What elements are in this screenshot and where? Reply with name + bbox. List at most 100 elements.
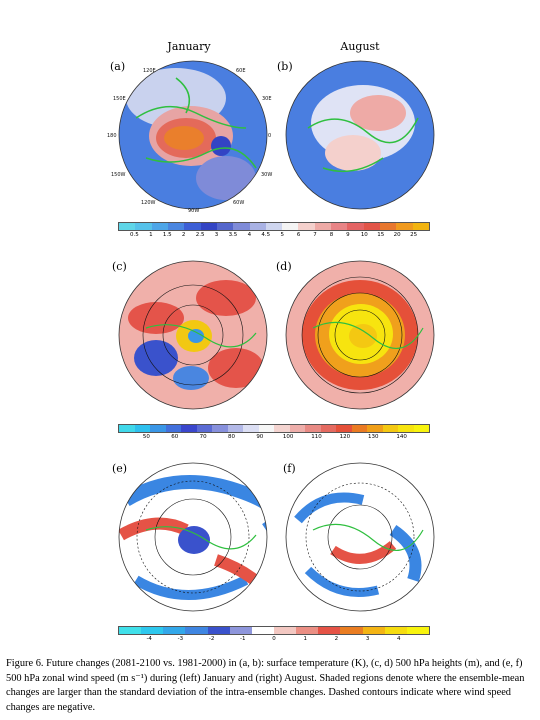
colorbar-swatch [119, 223, 136, 230]
colorbar-swatch [362, 627, 385, 634]
colorbar-swatch [282, 223, 299, 230]
colorbar-swatch [150, 425, 166, 432]
colorbar-swatch [165, 425, 181, 432]
colorbar-swatch [351, 425, 367, 432]
colorbar-tick-label: 3.5 [228, 232, 238, 238]
colorbar-swatch [233, 223, 250, 230]
lon-label-90w: 90W [188, 208, 200, 214]
colorbar-tick-label: 6 [296, 232, 301, 238]
colorbar-swatch [336, 425, 352, 432]
colorbar-tick-label: 3 [365, 636, 370, 642]
colorbar-swatch [305, 425, 321, 432]
colorbar-swatch [184, 223, 201, 230]
colorbar-tick-label: 90 [256, 434, 264, 440]
colorbar-tick-label: 4 [397, 636, 401, 642]
colorbar-swatch [396, 223, 413, 230]
colorbar-tick-label: 5 [280, 232, 284, 238]
colorbar-tick-label: 110 [311, 434, 322, 440]
lon-label-150w: 150W [111, 172, 126, 178]
colorbar-swatch [196, 425, 212, 432]
figure-caption: Figure 6. Future changes (2081-2100 vs. … [6, 658, 525, 713]
colorbar-swatch [412, 223, 429, 230]
colorbar-swatch [289, 425, 305, 432]
lon-label-60e: 60E [236, 68, 246, 74]
colorbar-tick-label: 2 [181, 232, 186, 238]
colorbar-tick-label: 4 [247, 232, 252, 238]
colorbar-tick-label: 60 [171, 434, 179, 440]
colorbar-temperature [118, 222, 430, 231]
lon-label-180: 180 [107, 133, 117, 139]
lon-label-0: 0 [268, 133, 272, 139]
colorbar-swatch [119, 425, 135, 432]
panel-label-b: (b) [277, 60, 293, 73]
colorbar-swatch [413, 425, 429, 432]
colorbar-tick-label: 120 [339, 434, 351, 440]
colorbar-swatch [347, 223, 364, 230]
colorbar-tick-label: 1 [303, 636, 307, 642]
colorbar-swatch [274, 425, 290, 432]
colorbar-swatch [382, 425, 398, 432]
panel-label-c: (c) [112, 260, 127, 273]
colorbar-tick-label: 1 [149, 232, 153, 238]
colorbar-wind-ticks: -4 -3 -2 -1 0 1 2 3 4 [118, 636, 430, 646]
colorbar-swatch [384, 627, 407, 634]
colorbar-swatch [406, 627, 429, 634]
colorbar-tick-label: 20 [393, 232, 401, 238]
colorbar-tick-label: -3 [177, 636, 184, 642]
colorbar-tick-label: 100 [282, 434, 294, 440]
january-title: January [167, 40, 211, 53]
colorbar-swatch [200, 223, 217, 230]
colorbar-tick-label: 0.5 [130, 232, 139, 238]
colorbar-temperature-ticks: 0.5 1 1.5 2 2.5 3 3.5 4 4.5 5 6 7 8 9 10 15 20 25 [118, 232, 430, 242]
colorbar-tick-label: 130 [368, 434, 379, 440]
colorbar-swatch [367, 425, 383, 432]
colorbar-swatch [227, 425, 243, 432]
colorbar-height [118, 424, 430, 433]
map-august-500hpa-zonal-wind [283, 460, 437, 614]
colorbar-tick-label: 80 [227, 434, 235, 440]
colorbar-swatch [119, 627, 142, 634]
colorbar-tick-label: 4.5 [261, 232, 271, 238]
colorbar-swatch [249, 223, 266, 230]
colorbar-tick-label: 140 [396, 434, 407, 440]
lon-label-30e: 30E [262, 96, 272, 102]
colorbar-swatch [251, 627, 274, 634]
colorbar-tick-label: -2 [208, 636, 215, 642]
colorbar-tick-label: 1.5 [162, 232, 172, 238]
colorbar-swatch [134, 425, 150, 432]
lon-label-120w: 120W [141, 200, 156, 206]
colorbar-swatch [363, 223, 380, 230]
map-january-500hpa-height [116, 258, 270, 412]
colorbar-tick-label: 2 [334, 636, 339, 642]
colorbar-swatch [151, 223, 168, 230]
colorbar-swatch [163, 627, 186, 634]
colorbar-tick-label: 8 [329, 232, 334, 238]
colorbar-tick-label: 7 [313, 232, 317, 238]
colorbar-swatch [243, 425, 259, 432]
colorbar-swatch [229, 627, 252, 634]
colorbar-swatch [314, 223, 332, 230]
colorbar-swatch [167, 223, 185, 230]
map-january-surface-temperature [116, 58, 270, 212]
colorbar-swatch [258, 425, 274, 432]
colorbar-swatch [141, 627, 164, 634]
lon-label-150e: 150E [113, 96, 126, 102]
colorbar-tick-label: 3 [214, 232, 219, 238]
colorbar-tick-label: 25 [410, 232, 418, 238]
colorbar-tick-label: -4 [146, 636, 152, 642]
colorbar-tick-label: -1 [240, 636, 246, 642]
colorbar-tick-label: 50 [142, 434, 150, 440]
colorbar-swatch [296, 627, 319, 634]
panel-label-a: (a) [110, 60, 126, 73]
colorbar-height-ticks: 50 60 70 80 90 100 110 120 130 140 [118, 434, 430, 444]
colorbar-swatch [135, 223, 152, 230]
colorbar-swatch [265, 223, 283, 230]
colorbar-swatch [207, 627, 230, 634]
colorbar-swatch [331, 223, 348, 230]
colorbar-swatch [398, 425, 414, 432]
colorbar-swatch [185, 627, 208, 634]
panel-label-f: (f) [283, 462, 296, 475]
lon-label-120e: 120E [143, 68, 156, 74]
colorbar-tick-label: 15 [377, 232, 385, 238]
colorbar-swatch [181, 425, 197, 432]
